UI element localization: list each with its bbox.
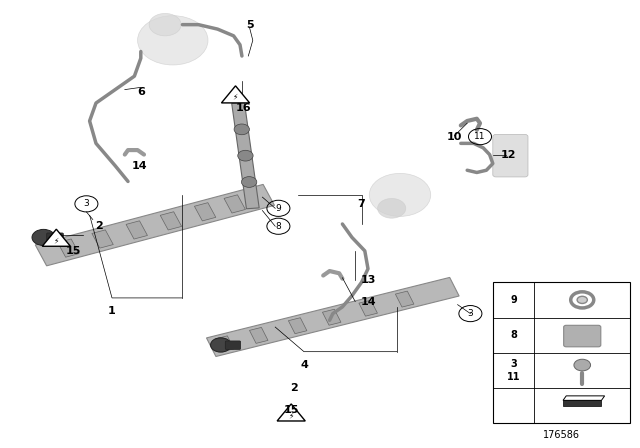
Polygon shape [42, 229, 70, 246]
FancyBboxPatch shape [564, 325, 601, 347]
Text: ⚡: ⚡ [289, 411, 294, 420]
Polygon shape [216, 336, 234, 352]
Polygon shape [563, 396, 605, 401]
Polygon shape [289, 318, 307, 334]
Polygon shape [232, 103, 259, 209]
Text: 11: 11 [507, 372, 520, 382]
Text: 15: 15 [284, 405, 299, 415]
Text: 14: 14 [132, 161, 147, 171]
Text: 6: 6 [137, 87, 145, 97]
Polygon shape [250, 327, 268, 343]
Polygon shape [277, 404, 305, 421]
Text: 176586: 176586 [543, 430, 580, 439]
Polygon shape [221, 86, 250, 103]
Circle shape [577, 296, 588, 303]
Polygon shape [195, 202, 216, 221]
Text: 3: 3 [468, 309, 473, 318]
FancyBboxPatch shape [47, 233, 63, 242]
Circle shape [378, 198, 406, 218]
FancyBboxPatch shape [493, 282, 630, 423]
Polygon shape [35, 185, 275, 266]
Circle shape [138, 16, 208, 65]
Circle shape [574, 359, 591, 371]
Text: 1: 1 [108, 306, 116, 316]
Circle shape [238, 151, 253, 161]
Polygon shape [563, 401, 602, 406]
Text: ⚡: ⚡ [54, 236, 59, 245]
Text: 10: 10 [447, 132, 462, 142]
Text: 9: 9 [510, 295, 517, 305]
Text: 3: 3 [510, 359, 517, 369]
Polygon shape [207, 277, 459, 357]
Text: 15: 15 [66, 246, 81, 256]
Text: 7: 7 [358, 199, 365, 209]
Polygon shape [160, 212, 182, 230]
FancyBboxPatch shape [225, 341, 241, 349]
Circle shape [234, 124, 250, 135]
Text: 5: 5 [246, 20, 253, 30]
Circle shape [211, 338, 231, 352]
Text: 13: 13 [360, 275, 376, 285]
Text: 16: 16 [236, 103, 251, 112]
Text: ⚡: ⚡ [233, 93, 238, 102]
Text: 2: 2 [291, 383, 298, 392]
Polygon shape [126, 221, 147, 239]
Polygon shape [58, 239, 79, 257]
Circle shape [149, 13, 181, 36]
Polygon shape [359, 300, 378, 316]
Circle shape [241, 177, 257, 187]
FancyBboxPatch shape [493, 134, 528, 177]
Text: 11: 11 [474, 132, 486, 141]
Text: 9: 9 [276, 204, 281, 213]
Text: 12: 12 [501, 150, 516, 159]
Polygon shape [396, 291, 414, 307]
Circle shape [32, 229, 55, 246]
Text: 3: 3 [84, 199, 89, 208]
Text: 4: 4 [300, 360, 308, 370]
Polygon shape [92, 230, 113, 248]
Polygon shape [224, 195, 245, 213]
Text: 2: 2 [95, 221, 103, 231]
Circle shape [369, 173, 431, 216]
Text: 14: 14 [360, 297, 376, 307]
Text: 8: 8 [510, 330, 517, 340]
Text: 8: 8 [276, 222, 281, 231]
Polygon shape [323, 309, 341, 325]
